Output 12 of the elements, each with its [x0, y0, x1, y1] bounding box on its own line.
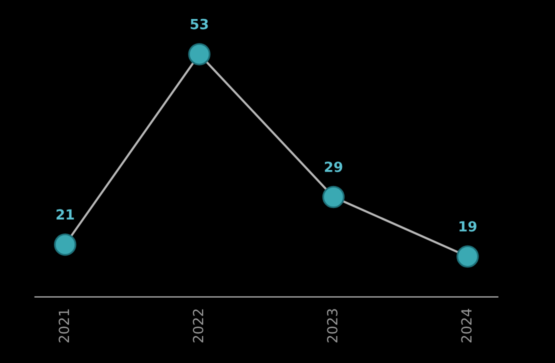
x-tick-label: 2023: [327, 309, 338, 342]
point: [188, 43, 210, 66]
x-tick-label: 2024: [461, 308, 472, 342]
data-label: 21: [56, 209, 74, 220]
data-label: 53: [190, 18, 208, 30]
x-tick-label: 2021: [58, 309, 70, 342]
point: [456, 245, 479, 268]
data-label: 19: [460, 221, 476, 232]
data-label: 29: [324, 162, 342, 172]
x-tick-label: 2022: [192, 309, 204, 342]
point: [54, 233, 76, 256]
point: [322, 186, 345, 208]
